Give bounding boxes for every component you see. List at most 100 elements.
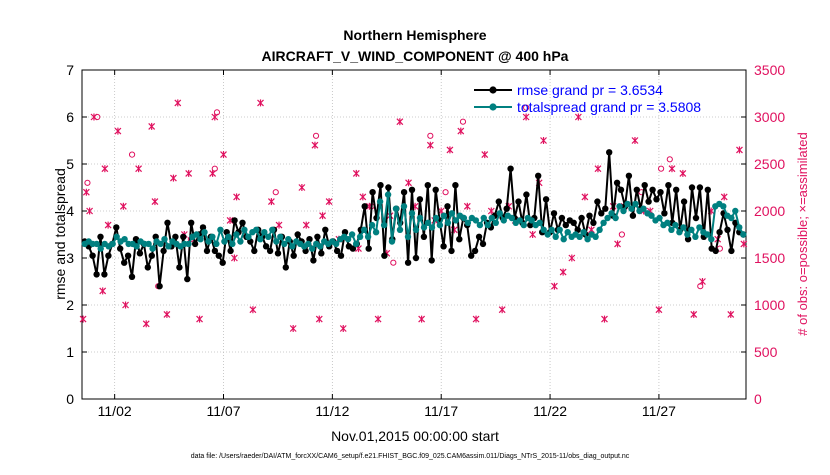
spread-point — [257, 236, 264, 243]
spread-point — [508, 214, 515, 222]
obs-assimilated-point — [289, 325, 297, 332]
rmse-point — [503, 205, 510, 212]
rmse-point — [479, 240, 487, 248]
spread-point — [253, 226, 260, 233]
spread-point — [704, 231, 711, 238]
y-axis-label: rmse and totalspread — [52, 168, 68, 300]
spread-point — [664, 219, 671, 226]
rmse-point — [188, 219, 195, 226]
spread-point — [364, 233, 372, 240]
spread-point — [740, 231, 747, 238]
rmse-point — [404, 259, 412, 266]
rmse-point — [262, 243, 270, 250]
spread-point — [612, 214, 619, 222]
x-tick-label: 11/07 — [207, 403, 241, 419]
spread-point — [564, 229, 571, 236]
obs-assimilated-point — [374, 315, 382, 323]
spread-point — [628, 205, 635, 212]
rmse-point — [227, 247, 234, 255]
rmse-point — [586, 212, 593, 219]
spread-point — [185, 240, 192, 248]
rmse-point — [180, 233, 187, 240]
spread-point — [404, 233, 412, 240]
spread-point — [333, 240, 340, 248]
spread-point — [209, 233, 216, 240]
rmse-point — [101, 271, 108, 278]
obs-assimilated-point — [249, 306, 257, 314]
spread-point — [580, 229, 587, 236]
chart-subtitle: AIRCRAFT_V_WIND_COMPONENT @ 400 hPa — [262, 48, 569, 64]
obs-assimilated-point — [230, 254, 238, 262]
rmse-point — [117, 245, 124, 252]
spread-point — [516, 217, 523, 224]
y2-tick-label: 0 — [754, 391, 762, 407]
obs-assimilated-point — [463, 202, 471, 210]
rmse-point — [251, 247, 258, 255]
spread-point — [348, 231, 356, 238]
y2-tick-label: 2500 — [754, 156, 785, 172]
spread-point — [277, 233, 284, 240]
y2-tick-label: 2000 — [754, 203, 785, 219]
spread-point — [197, 236, 204, 243]
spread-point — [520, 221, 527, 229]
obs-assimilated-point — [170, 174, 177, 182]
obs-assimilated-point — [101, 165, 109, 173]
obs-assimilated-point — [559, 268, 567, 276]
spread-point — [452, 217, 460, 224]
obs-assimilated-point — [457, 127, 465, 135]
spread-point — [273, 238, 280, 245]
rmse-point — [93, 271, 100, 278]
rmse-point — [444, 203, 451, 210]
rmse-point — [657, 189, 664, 196]
rmse-point — [594, 198, 601, 205]
spread-point — [732, 207, 739, 215]
obs-assimilated-point — [359, 193, 367, 201]
obs-assimilated-point — [529, 231, 537, 238]
spread-point — [448, 210, 456, 217]
axes: 0 1 2 3 4 5 6 7 0 500 1000 1500 2000 2500 3000 3500 11/0… — [66, 62, 785, 419]
spread-point — [396, 226, 404, 233]
rmse-point — [294, 231, 301, 238]
y2-tick-label: 1000 — [754, 297, 785, 313]
obs-possible-point — [442, 189, 449, 196]
obs-assimilated-point — [148, 122, 156, 130]
spread-point — [684, 231, 691, 238]
series — [81, 149, 747, 290]
legend-marker-rmse — [489, 86, 497, 94]
y2-tick-label: 3000 — [754, 109, 785, 125]
obs-assimilated-point — [631, 137, 639, 144]
obs-assimilated-point — [298, 184, 306, 191]
spread-point — [392, 205, 400, 212]
spread-point — [476, 221, 484, 229]
rmse-point — [432, 186, 439, 193]
rmse-point — [613, 179, 621, 186]
spread-point — [592, 233, 599, 240]
rmse-point — [606, 149, 613, 156]
rmse-point — [696, 184, 704, 191]
x-tick-label: 11/02 — [98, 403, 132, 419]
spread-point — [528, 217, 535, 224]
obs-assimilated-point — [418, 315, 426, 323]
spread-point — [604, 214, 611, 222]
spread-point — [488, 214, 495, 222]
rmse-point — [452, 182, 459, 189]
rmse-point — [89, 252, 96, 259]
rmse-point — [590, 219, 597, 226]
spread-point — [656, 214, 663, 222]
obs-assimilated-point — [522, 113, 530, 121]
obs-possible-point — [523, 104, 530, 111]
rmse-point — [408, 186, 416, 193]
rmse-point — [191, 240, 199, 248]
spread-point — [157, 240, 164, 248]
spread-point — [109, 240, 116, 248]
spread-point — [372, 229, 380, 236]
x-tick-label: 11/12 — [315, 403, 349, 419]
obs-assimilated-point — [82, 188, 90, 196]
rmse-point — [692, 214, 700, 222]
y-tick-label: 3 — [66, 250, 74, 266]
rmse-point — [716, 229, 723, 236]
spread-point — [632, 200, 639, 208]
spread-point — [420, 224, 428, 231]
rmse-point — [471, 247, 479, 255]
obs-assimilated-point — [614, 240, 621, 248]
